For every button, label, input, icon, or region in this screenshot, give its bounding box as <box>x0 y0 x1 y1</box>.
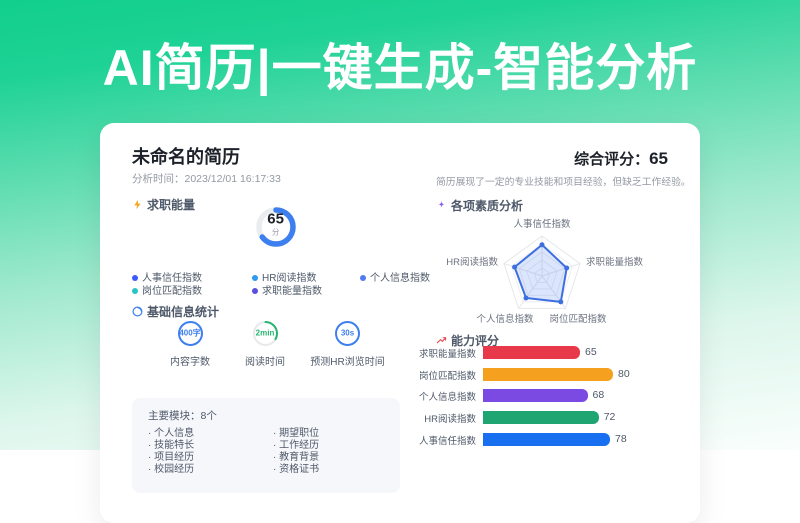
svg-text:人事信任指数: 人事信任指数 <box>513 218 571 230</box>
svg-text:HR阅读指数: HR阅读指数 <box>446 256 498 268</box>
svg-text:求职能量指数: 求职能量指数 <box>586 256 644 268</box>
svg-text:个人信息指数: 个人信息指数 <box>476 313 534 325</box>
svg-text:岗位匹配指数: 岗位匹配指数 <box>549 313 607 325</box>
